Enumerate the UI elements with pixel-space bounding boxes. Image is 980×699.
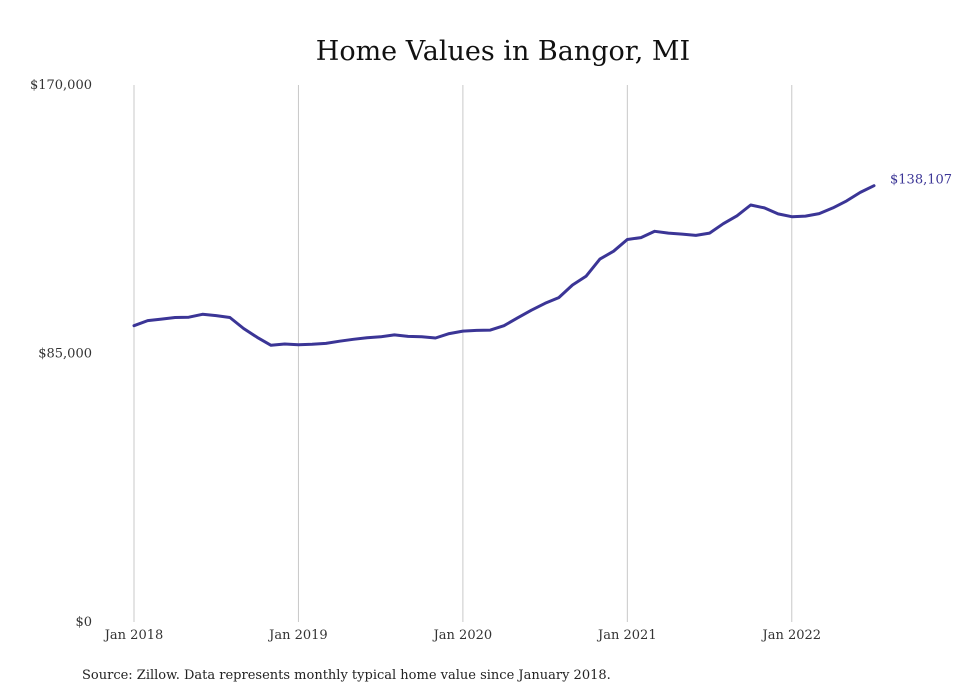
series-line: [132, 184, 876, 347]
y-tick-label: $85,000: [38, 347, 92, 362]
x-tick-label: Jan 2018: [103, 628, 164, 643]
y-tick-label: $0: [75, 615, 92, 630]
x-tick-label: Jan 2020: [432, 628, 493, 643]
source-note: Source: Zillow. Data represents monthly …: [82, 668, 611, 683]
x-tick-label: Jan 2022: [760, 628, 821, 643]
chart-title: Home Values in Bangor, MI: [316, 36, 690, 67]
x-axis: Jan 2018 Jan 2019 Jan 2020 Jan 2021 Jan 2022: [103, 628, 821, 643]
y-axis: $0 $85,000 $170,000: [30, 78, 92, 630]
end-value-label: $138,107: [890, 173, 952, 188]
x-tick-label: Jan 2019: [267, 628, 328, 643]
series-home-value: $138,107: [132, 173, 952, 347]
x-tick-label: Jan 2021: [596, 628, 657, 643]
grid-lines: [133, 85, 793, 622]
y-tick-label: $170,000: [30, 78, 92, 93]
line-chart: Home Values in Bangor, MI $0 $85,000 $170,…: [30, 36, 952, 643]
